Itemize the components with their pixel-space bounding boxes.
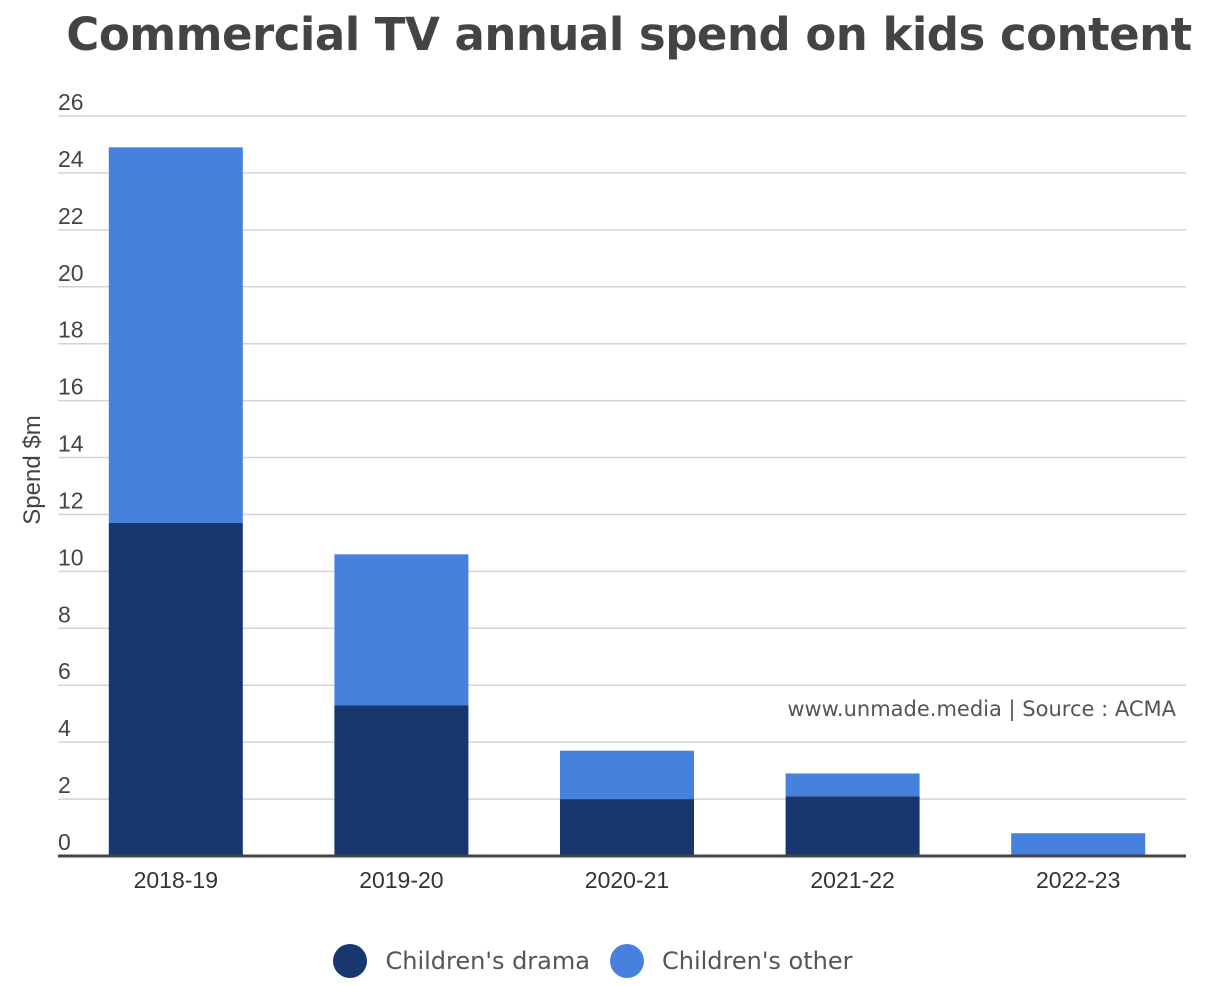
bar-segment (560, 799, 694, 856)
y-tick-label: 2 (58, 772, 71, 798)
legend-swatch (333, 944, 368, 978)
legend-label: Children's other (661, 947, 853, 975)
y-tick-label: 6 (58, 658, 71, 684)
x-tick-label: 2020-21 (585, 867, 669, 893)
gridlines (58, 115, 1186, 800)
y-axis-label: Spend $m (19, 415, 46, 524)
bar-segment (785, 796, 920, 856)
y-tick-label: 12 (58, 487, 84, 513)
bar-segment (108, 147, 243, 524)
legend-item: Children's other (609, 944, 853, 978)
y-tick-label: 26 (58, 89, 84, 115)
y-tick-label: 16 (58, 374, 84, 400)
x-tick-label: 2022-23 (1036, 867, 1120, 893)
bar-segment (334, 554, 469, 706)
bars (108, 147, 1146, 856)
legend-swatch (609, 944, 644, 978)
y-tick-label: 20 (58, 260, 84, 286)
bar-segment (785, 773, 920, 797)
y-tick-label: 0 (58, 829, 71, 855)
y-tick-label: 24 (58, 146, 84, 172)
y-tick-label: 10 (58, 544, 84, 570)
x-tick-label: 2019-20 (359, 867, 443, 893)
legend-item: Children's drama (333, 944, 590, 978)
x-tick-labels: 2018-19 2019-20 2020-21 2021-22 2022-23 (134, 867, 1121, 893)
y-tick-label: 22 (58, 203, 84, 229)
bar-segment (560, 750, 694, 800)
chart-title: Commercial TV annual spend on kids conte… (66, 8, 1192, 61)
x-tick-label: 2021-22 (810, 867, 894, 893)
bar-segment (1011, 833, 1146, 856)
legend: Children's drama Children's other (0, 944, 1208, 978)
bar-segment (334, 705, 469, 856)
y-tick-label: 18 (58, 317, 84, 343)
x-tick-label: 2018-19 (134, 867, 218, 893)
legend-label: Children's drama (385, 947, 590, 975)
y-tick-label: 14 (58, 431, 84, 457)
y-tick-label: 8 (58, 601, 71, 627)
bar-segment (108, 523, 243, 856)
source-annotation: www.unmade.media | Source : ACMA (787, 697, 1176, 722)
y-tick-label: 4 (58, 715, 71, 741)
